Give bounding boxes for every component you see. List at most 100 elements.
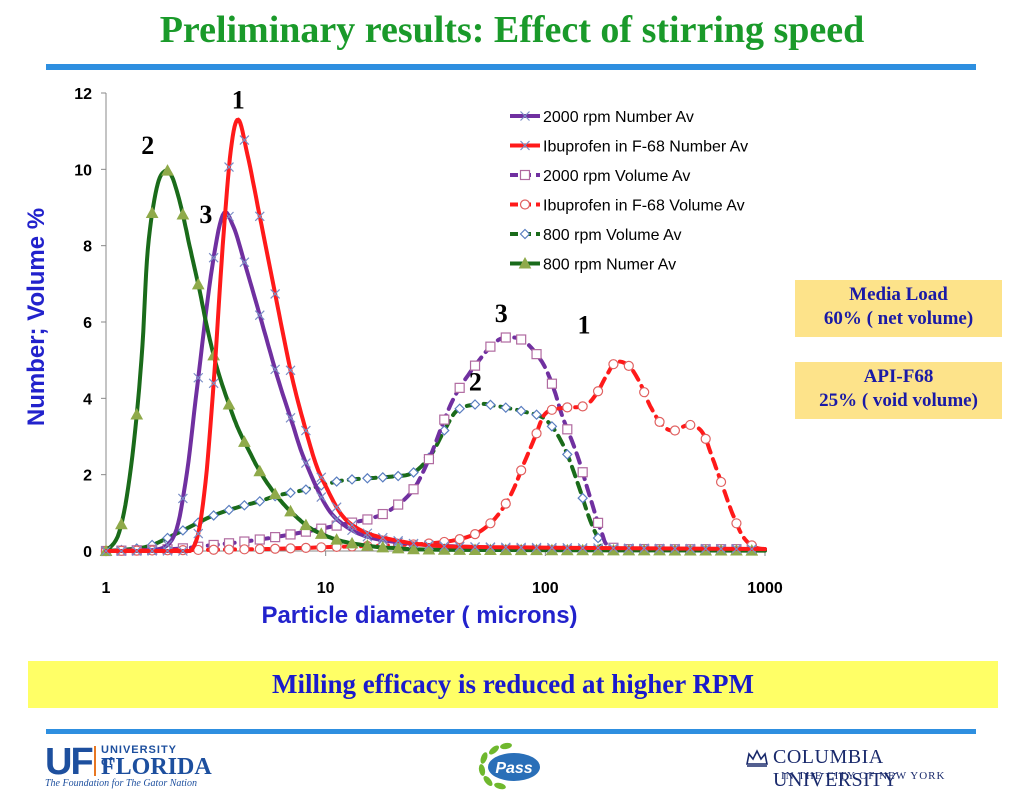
data-point: [592, 386, 604, 397]
data-point: [469, 399, 481, 410]
api-f68-box: API-F68 25% ( void volume): [795, 362, 1002, 419]
series-line: [104, 117, 767, 553]
data-point: [639, 543, 650, 554]
data-point: [654, 416, 665, 427]
data-point: [516, 542, 527, 553]
data-point: [161, 164, 174, 176]
uf-tagline: The Foundation for The Gator Nation: [45, 778, 197, 789]
data-point: [224, 162, 234, 173]
data-point: [654, 543, 665, 554]
bottom-divider: [46, 729, 976, 734]
data-point: [377, 508, 388, 520]
data-point: [639, 387, 650, 398]
data-point: [531, 428, 542, 439]
data-point: [316, 542, 327, 553]
data-point: [731, 518, 742, 529]
data-point: [131, 546, 142, 556]
data-point: [239, 135, 250, 145]
legend-marker: [520, 140, 530, 151]
x-tick-label: 1000: [747, 580, 783, 597]
y-axis-label: Number; Volume %: [23, 208, 50, 426]
data-point: [562, 402, 573, 413]
data-point: [515, 405, 527, 417]
legend-marker: [518, 256, 532, 269]
data-point: [314, 527, 328, 539]
data-point: [392, 470, 404, 482]
data-point: [500, 542, 511, 553]
chart-legend: 2000 rpm Number Av Ibuprofen in F-68 Numb…: [510, 109, 748, 274]
data-point: [270, 289, 281, 299]
legend-marker: [519, 199, 531, 210]
data-point: [423, 454, 435, 465]
columbia-name: COLUMBIA UNIVERSITY: [773, 746, 898, 791]
data-point: [300, 542, 311, 553]
data-point: [546, 542, 557, 553]
data-point: [670, 543, 680, 554]
data-point: [422, 543, 436, 555]
data-point: [238, 435, 251, 447]
data-point: [285, 543, 296, 554]
legend-item: Ibuprofen in F-68 Number Av: [510, 139, 748, 156]
data-point: [408, 538, 419, 549]
data-point: [685, 543, 696, 554]
data-point: [300, 458, 311, 469]
data-point: [208, 544, 219, 555]
series-line: [104, 359, 767, 553]
data-point: [715, 476, 727, 488]
data-point: [669, 425, 681, 436]
uf-mark: UF: [45, 741, 94, 783]
legend-item: 800 rpm Volume Av: [510, 227, 681, 244]
uf-university-text: UNIVERSITY of: [101, 744, 177, 768]
data-point: [300, 425, 311, 436]
data-point: [469, 360, 481, 371]
data-point: [438, 425, 450, 436]
legend-label: Ibuprofen in F-68 Volume Av: [543, 198, 745, 215]
data-point: [362, 472, 373, 484]
data-point: [254, 211, 265, 222]
x-tick-label: 10: [317, 580, 335, 597]
peak-label: 2: [469, 368, 482, 397]
legend-item: 800 rpm Numer Av: [510, 257, 676, 274]
data-point: [500, 402, 512, 413]
data-point: [361, 539, 374, 551]
data-point: [516, 334, 527, 345]
data-point: [391, 541, 405, 554]
api-f68-title: API-F68: [863, 366, 934, 387]
data-point: [592, 517, 604, 528]
data-point: [562, 542, 573, 553]
legend-item: 2000 rpm Number Av: [510, 109, 694, 126]
peak-label: 1: [578, 310, 591, 339]
data-point: [223, 504, 235, 516]
media-load-value: 60% ( net volume): [823, 308, 974, 329]
data-point: [423, 540, 434, 551]
series-4: [100, 399, 767, 557]
data-point: [316, 492, 327, 503]
data-point: [208, 510, 219, 521]
data-point: [577, 492, 589, 504]
data-point: [546, 404, 558, 415]
data-point: [623, 543, 634, 554]
data-point: [439, 541, 450, 552]
data-point: [608, 543, 619, 554]
data-point: [577, 401, 588, 412]
data-point: [485, 518, 496, 529]
data-point: [485, 341, 496, 352]
peak-label: 3: [199, 200, 212, 229]
data-point: [239, 544, 250, 555]
data-point: [362, 514, 373, 525]
data-point: [623, 360, 634, 371]
data-point: [222, 397, 236, 410]
data-point: [285, 487, 296, 499]
y-tick-label: 4: [83, 391, 92, 408]
api-f68-value: 25% ( void volume): [819, 390, 978, 411]
data-point: [407, 542, 420, 555]
data-point: [393, 535, 404, 546]
pass-label: Pass: [495, 760, 532, 777]
data-point: [608, 359, 619, 370]
data-point: [145, 206, 159, 218]
data-point: [115, 517, 128, 530]
data-point: [393, 499, 404, 510]
data-point: [408, 467, 419, 478]
pass-leaf-icon: [478, 742, 512, 790]
